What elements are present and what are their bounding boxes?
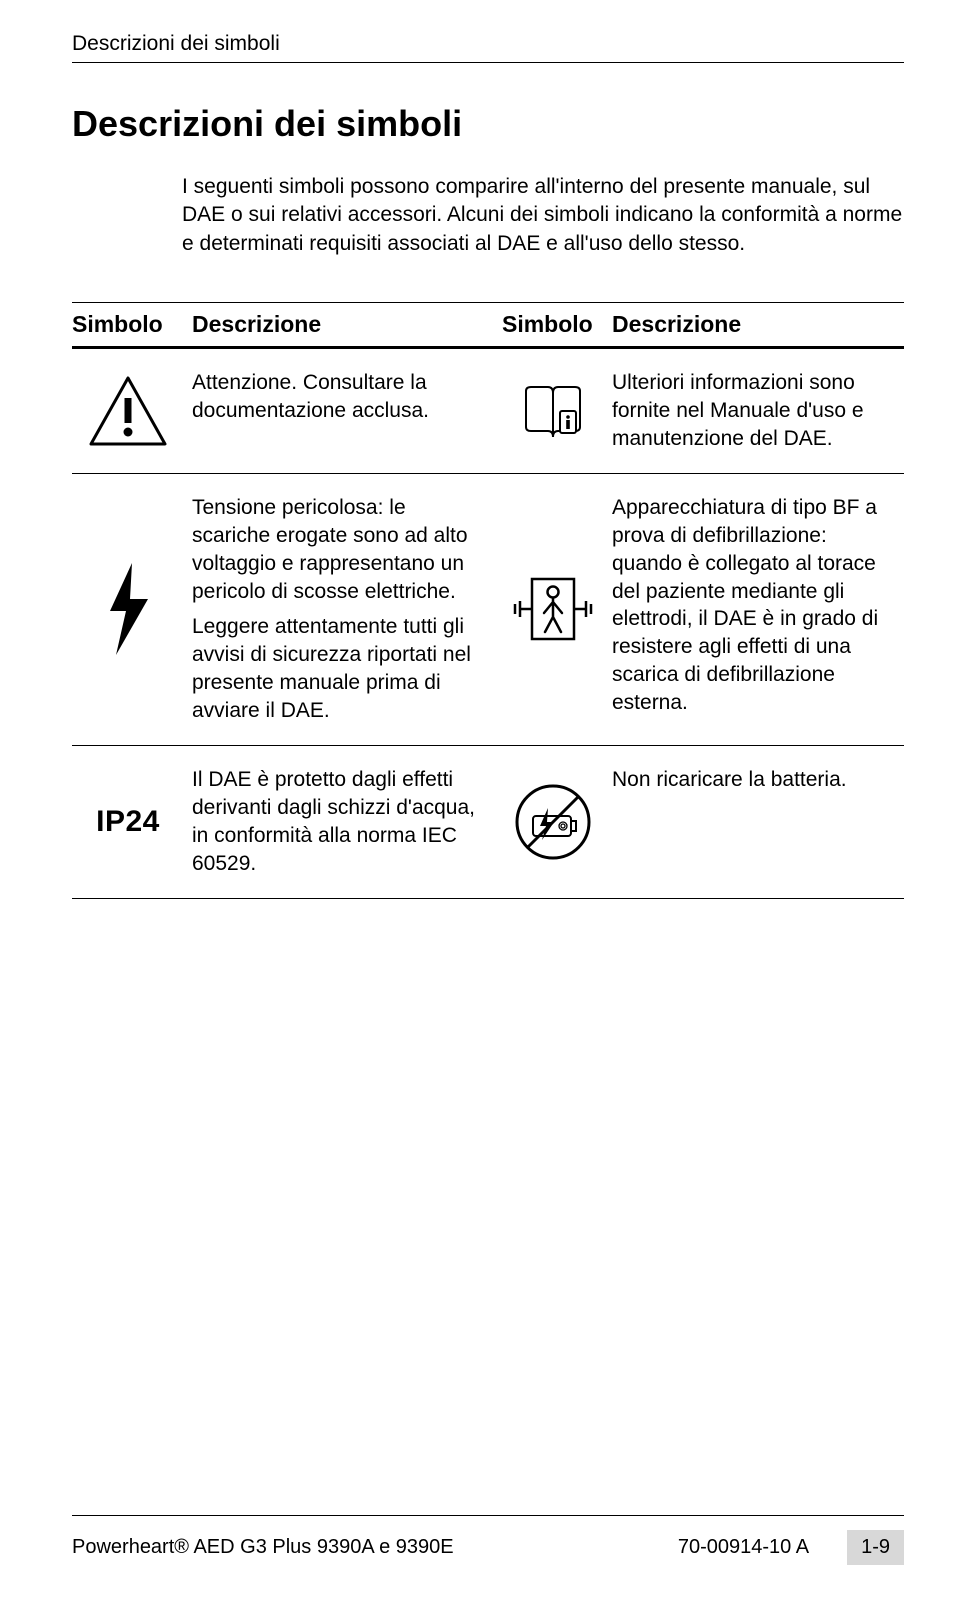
table-row: IP24 Il DAE è protetto dagli effetti der… — [72, 746, 904, 899]
table-row: Attenzione. Consultare la documentazione… — [72, 348, 904, 474]
symbols-table: Simbolo Descrizione Simbolo Descrizione … — [72, 302, 904, 899]
col-header-description-1: Descrizione — [192, 303, 502, 348]
page-title: Descrizioni dei simboli — [72, 103, 904, 145]
table-header-row: Simbolo Descrizione Simbolo Descrizione — [72, 303, 904, 348]
high-voltage-icon — [100, 559, 156, 659]
footer-product: Powerheart® AED G3 Plus 9390A e 9390E — [72, 1536, 678, 1559]
footer-page-number: 1-9 — [847, 1530, 904, 1565]
footer-docnum: 70-00914-10 A — [678, 1536, 809, 1559]
symbol-description: Attenzione. Consultare la documentazione… — [192, 369, 484, 425]
manual-info-icon — [520, 381, 586, 441]
intro-paragraph: I seguenti simboli possono comparire all… — [182, 173, 904, 258]
type-bf-defib-icon — [508, 571, 598, 647]
page-footer: Powerheart® AED G3 Plus 9390A e 9390E 70… — [72, 1515, 904, 1565]
description-part-2: Leggere attentamente tutti gli avvisi di… — [192, 613, 484, 725]
ip24-text-icon: IP24 — [72, 802, 184, 842]
symbol-description: Tensione pericolosa: le scariche erogate… — [192, 494, 484, 725]
symbol-description: Il DAE è protetto dagli effetti derivant… — [192, 766, 484, 878]
col-header-symbol-2: Simbolo — [502, 303, 612, 348]
table-row: Tensione pericolosa: le scariche erogate… — [72, 473, 904, 745]
symbol-description: Ulteriori informazioni sono fornite nel … — [612, 369, 896, 453]
description-part-1: Tensione pericolosa: le scariche erogate… — [192, 494, 484, 606]
col-header-symbol-1: Simbolo — [72, 303, 192, 348]
running-header: Descrizioni dei simboli — [72, 32, 904, 63]
symbol-description: Non ricaricare la batteria. — [612, 766, 896, 794]
col-header-description-2: Descrizione — [612, 303, 904, 348]
warning-triangle-icon — [87, 374, 169, 448]
no-recharge-icon — [511, 780, 595, 864]
symbol-description: Apparecchiatura di tipo BF a prova di de… — [612, 494, 896, 717]
